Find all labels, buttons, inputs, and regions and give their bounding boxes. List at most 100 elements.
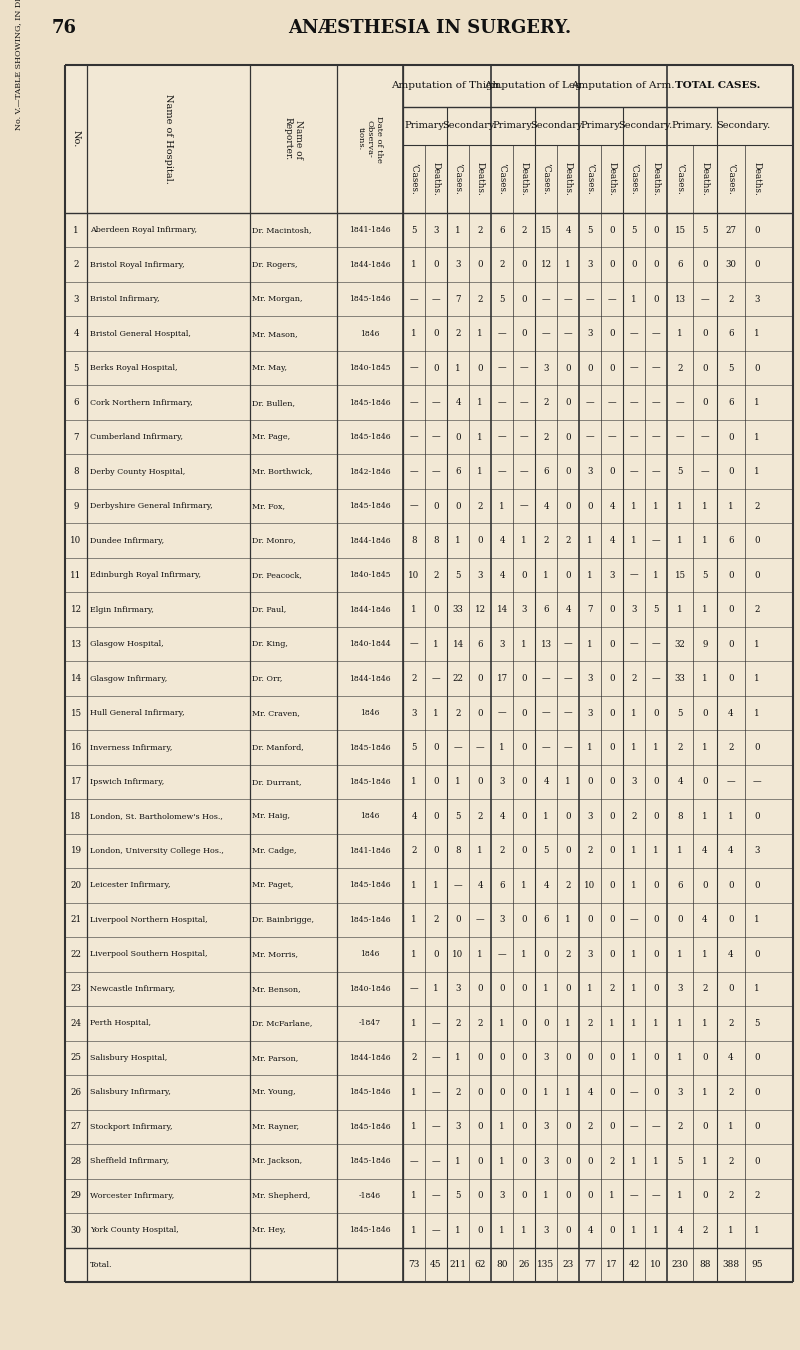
- Text: —: —: [454, 743, 462, 752]
- Text: ’Cases.: ’Cases.: [542, 163, 550, 194]
- Text: 16: 16: [70, 743, 82, 752]
- Text: 10: 10: [70, 536, 82, 545]
- Text: 1: 1: [677, 536, 683, 545]
- Text: ’Cases.: ’Cases.: [410, 163, 418, 194]
- Text: —: —: [630, 571, 638, 579]
- Text: 0: 0: [609, 225, 615, 235]
- Text: 1: 1: [455, 536, 461, 545]
- Text: 4: 4: [478, 882, 482, 890]
- Text: 1: 1: [565, 261, 571, 269]
- Text: 0: 0: [565, 846, 571, 856]
- Text: 0: 0: [521, 1122, 527, 1131]
- Text: 2: 2: [702, 984, 708, 994]
- Text: 0: 0: [499, 1053, 505, 1062]
- Text: 8: 8: [411, 536, 417, 545]
- Text: 2: 2: [543, 398, 549, 408]
- Text: 2: 2: [754, 502, 760, 510]
- Text: TOTAL CASES.: TOTAL CASES.: [675, 81, 761, 90]
- Text: 0: 0: [521, 329, 527, 339]
- Text: 0: 0: [754, 571, 760, 579]
- Text: 5: 5: [455, 571, 461, 579]
- Text: 3: 3: [543, 363, 549, 373]
- Text: Elgin Infirmary,: Elgin Infirmary,: [90, 606, 154, 613]
- Text: Mr. May,: Mr. May,: [252, 364, 287, 373]
- Text: 1: 1: [631, 1226, 637, 1235]
- Text: 0: 0: [587, 363, 593, 373]
- Text: 3: 3: [610, 571, 614, 579]
- Text: Edinburgh Royal Infirmary,: Edinburgh Royal Infirmary,: [90, 571, 201, 579]
- Text: 0: 0: [754, 225, 760, 235]
- Text: 0: 0: [565, 363, 571, 373]
- Text: 4: 4: [587, 1226, 593, 1235]
- Text: Bristol General Hospital,: Bristol General Hospital,: [90, 329, 191, 338]
- Text: 0: 0: [609, 1053, 615, 1062]
- Text: 4: 4: [543, 882, 549, 890]
- Text: 1: 1: [411, 915, 417, 925]
- Text: —: —: [542, 294, 550, 304]
- Text: Derbyshire General Infirmary,: Derbyshire General Infirmary,: [90, 502, 213, 510]
- Text: 2: 2: [566, 950, 570, 958]
- Text: 1: 1: [433, 709, 439, 717]
- Text: —: —: [701, 294, 710, 304]
- Text: Mr. Benson,: Mr. Benson,: [252, 986, 301, 992]
- Text: Liverpool Northern Hospital,: Liverpool Northern Hospital,: [90, 915, 208, 923]
- Text: 2: 2: [434, 915, 438, 925]
- Text: Mr. Young,: Mr. Young,: [252, 1088, 296, 1096]
- Text: 0: 0: [609, 261, 615, 269]
- Text: Total.: Total.: [90, 1261, 113, 1269]
- Text: 1: 1: [631, 709, 637, 717]
- Text: —: —: [608, 294, 616, 304]
- Text: 3: 3: [499, 915, 505, 925]
- Text: 0: 0: [754, 261, 760, 269]
- Text: 1: 1: [477, 950, 483, 958]
- Text: 1: 1: [631, 1019, 637, 1027]
- Text: 33: 33: [453, 605, 463, 614]
- Text: 3: 3: [455, 984, 461, 994]
- Text: 1: 1: [565, 1088, 571, 1096]
- Text: 3: 3: [587, 674, 593, 683]
- Text: 2: 2: [631, 674, 637, 683]
- Text: 0: 0: [565, 1122, 571, 1131]
- Text: 0: 0: [433, 950, 439, 958]
- Text: 2: 2: [728, 743, 734, 752]
- Text: 0: 0: [565, 811, 571, 821]
- Text: —: —: [564, 674, 572, 683]
- Text: 2: 2: [728, 1019, 734, 1027]
- Text: 1844-1846: 1844-1846: [349, 1054, 391, 1062]
- Text: Mr. Morris,: Mr. Morris,: [252, 950, 298, 958]
- Text: 1845-1846: 1845-1846: [349, 1157, 391, 1165]
- Text: 19: 19: [70, 846, 82, 856]
- Text: Mr. Craven,: Mr. Craven,: [252, 709, 300, 717]
- Text: 7: 7: [587, 605, 593, 614]
- Text: Hull General Infirmary,: Hull General Infirmary,: [90, 709, 185, 717]
- Text: 0: 0: [653, 709, 659, 717]
- Text: Dr. Rogers,: Dr. Rogers,: [252, 261, 298, 269]
- Text: 1: 1: [631, 984, 637, 994]
- Text: 5: 5: [543, 846, 549, 856]
- Text: Primary.: Primary.: [580, 122, 622, 131]
- Text: 1: 1: [543, 571, 549, 579]
- Text: Deaths.: Deaths.: [607, 162, 617, 196]
- Text: 1: 1: [521, 950, 527, 958]
- Text: 4: 4: [587, 1088, 593, 1096]
- Text: Derby County Hospital,: Derby County Hospital,: [90, 467, 186, 475]
- Text: 9: 9: [702, 640, 708, 648]
- Text: 2: 2: [543, 536, 549, 545]
- Text: 4: 4: [702, 846, 708, 856]
- Text: —: —: [410, 984, 418, 994]
- Text: Mr. Fox,: Mr. Fox,: [252, 502, 285, 510]
- Text: 0: 0: [653, 950, 659, 958]
- Text: —: —: [630, 398, 638, 408]
- Text: —: —: [476, 915, 484, 925]
- Text: 0: 0: [565, 1053, 571, 1062]
- Text: Date of the
Observa-
tions.: Date of the Observa- tions.: [357, 116, 383, 162]
- Text: —: —: [652, 363, 660, 373]
- Text: 2: 2: [478, 811, 482, 821]
- Text: 3: 3: [455, 1122, 461, 1131]
- Text: 6: 6: [543, 467, 549, 477]
- Text: 22: 22: [70, 950, 82, 958]
- Text: 2: 2: [566, 536, 570, 545]
- Text: 1844-1846: 1844-1846: [349, 675, 391, 683]
- Text: 1846: 1846: [360, 709, 380, 717]
- Text: 0: 0: [477, 709, 483, 717]
